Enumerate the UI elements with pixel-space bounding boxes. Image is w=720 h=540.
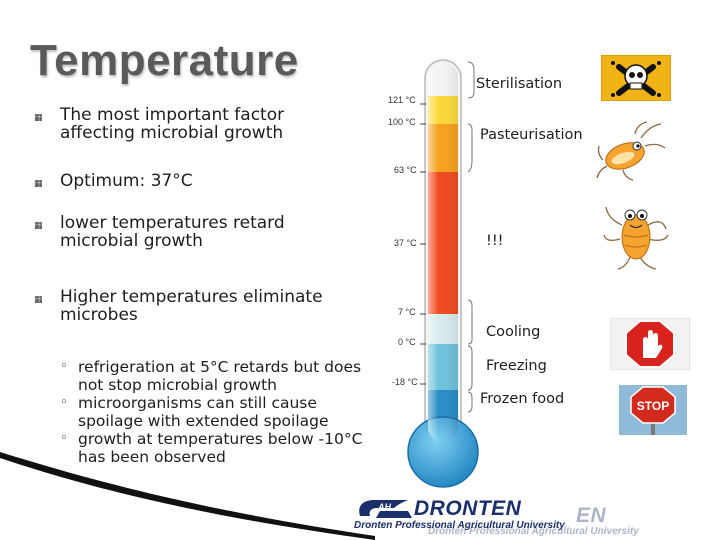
logo-ghost-brand: EN [576, 504, 607, 527]
square-bullet-icon: ▦ [34, 113, 43, 123]
zone-braces [467, 61, 475, 413]
bullet-item: ▦ Optimum: 37°C [34, 172, 364, 190]
stop-sign-icon: STOP [619, 385, 687, 435]
bullet-text: Optimum: 37°C [60, 171, 193, 191]
square-bullet-icon: ▦ [34, 221, 43, 231]
bullet-text: The most important factor affecting micr… [60, 105, 285, 143]
scale-label-minus18: -18 °C [392, 377, 418, 387]
scale-label-7: 7 °C [398, 307, 416, 317]
sub-bullet-item: ◦ growth at temperatures below -10°C has… [60, 430, 364, 466]
zone-label-sterilisation: Sterilisation [476, 76, 563, 92]
circle-bullet-icon: ◦ [60, 395, 68, 410]
square-bullet-icon: ▦ [34, 179, 43, 189]
circle-bullet-icon: ◦ [60, 431, 68, 446]
decorative-swoosh [0, 452, 375, 540]
logo-brand: DRONTEN [414, 497, 522, 520]
slide-title: Temperature [30, 36, 299, 85]
zone-label-pasteurisation: Pasteurisation [480, 127, 583, 143]
scale-label-0: 0 °C [398, 337, 416, 347]
scale-label-37: 37 °C [394, 238, 417, 248]
sub-bullet-text: growth at temperatures below -10°C has b… [78, 430, 363, 466]
bullet-text: lower temperatures retard microbial grow… [60, 213, 285, 251]
tube-shine [428, 62, 458, 442]
zone-label-danger: !!! [486, 233, 504, 249]
sub-bullet-text: microorganisms can still cause spoilage … [78, 394, 329, 430]
stop-sign-text: STOP [637, 399, 669, 413]
university-logo: AH DRONTEN Dronten Professional Agricult… [354, 496, 565, 531]
square-bullet-icon: ▦ [34, 295, 43, 305]
bullet-list: ▦ The most important factor affecting mi… [34, 106, 364, 466]
logo-ghost-tagline: Dronten Professional Agricultural Univer… [428, 526, 639, 537]
hand-stop-sign-icon [610, 318, 690, 370]
sub-bullet-item: ◦ microorganisms can still cause spoilag… [60, 394, 364, 430]
scale-ticks [420, 103, 426, 385]
zone-label-freezing: Freezing [486, 358, 547, 374]
sub-bullet-item: ◦ refrigeration at 5°C retards but does … [60, 358, 364, 394]
bullet-text: Higher temperatures eliminate microbes [60, 287, 323, 325]
bullet-item: ▦ Higher temperatures eliminate microbes… [34, 288, 364, 466]
sub-bullet-list: ◦ refrigeration at 5°C retards but does … [60, 358, 364, 466]
scale-label-63: 63 °C [394, 165, 417, 175]
cah-logo-mark: AH [359, 500, 412, 518]
logo-tagline: Dronten Professional Agricultural Univer… [354, 520, 565, 531]
zone-label-cooling: Cooling [486, 324, 541, 340]
bullet-item: ▦ The most important factor affecting mi… [34, 106, 364, 142]
bullet-item: ▦ lower temperatures retard microbial gr… [34, 214, 364, 250]
skull-crossbones-icon [601, 55, 671, 101]
svg-text:AH: AH [377, 502, 391, 512]
scale-label-100: 100 °C [388, 117, 416, 127]
scale-label-121: 121 °C [388, 95, 416, 105]
bacteria-cartoon-icon [596, 121, 666, 181]
bacteria-cartoon-icon [603, 206, 669, 270]
sub-bullet-text: refrigeration at 5°C retards but does no… [78, 358, 362, 394]
zone-label-frozen: Frozen food [480, 391, 565, 407]
circle-bullet-icon: ◦ [60, 359, 68, 374]
